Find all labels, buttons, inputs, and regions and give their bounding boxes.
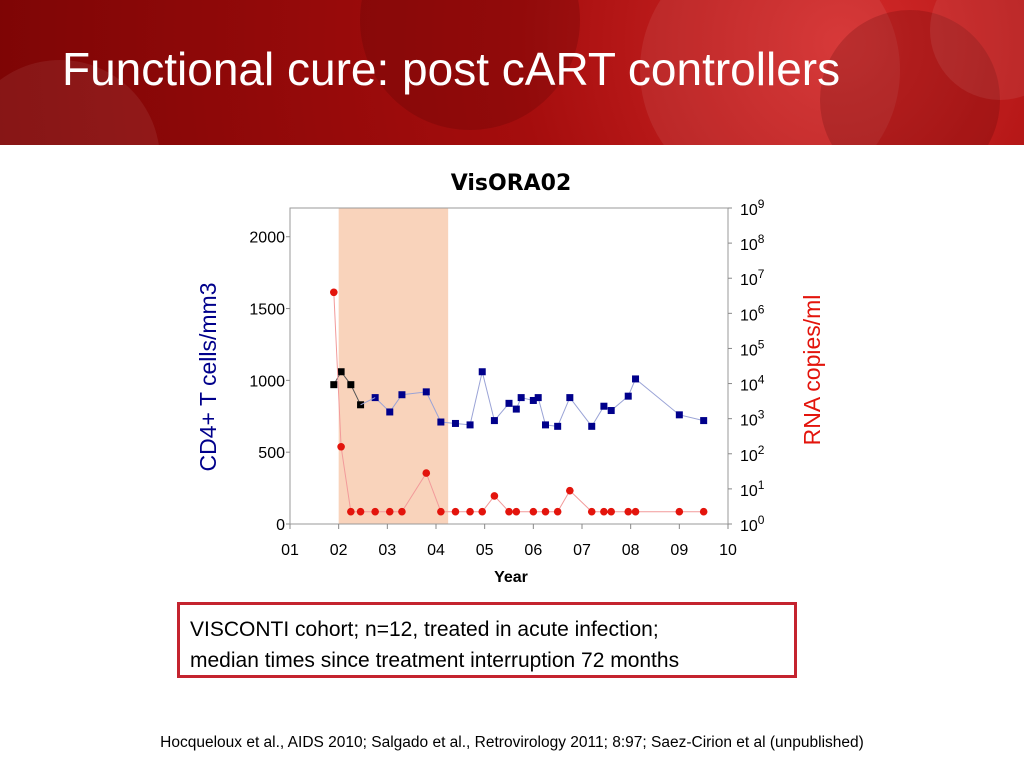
x-tick-label: 03 xyxy=(378,542,396,559)
rna-point xyxy=(553,507,562,516)
cd4_post-point xyxy=(588,422,596,430)
x-tick-label: 09 xyxy=(670,542,688,559)
rna-point xyxy=(466,507,474,516)
cd4-series-connector xyxy=(360,397,376,406)
y-left-tick-label: 0 xyxy=(276,517,285,534)
rna-point xyxy=(451,507,460,516)
cd4_post-point xyxy=(451,419,459,427)
y-right-tick-label: 100 xyxy=(740,513,765,535)
cd4_post-point xyxy=(624,392,632,400)
cd4_post-point xyxy=(505,399,513,407)
y-right-tick-label: 103 xyxy=(740,408,765,430)
y-right-tick-label: 104 xyxy=(740,373,765,395)
y-right-tick-label: 107 xyxy=(740,267,765,289)
rna-point xyxy=(478,507,487,516)
cd4_treated-point xyxy=(330,381,338,389)
cd4_post-point xyxy=(600,402,608,410)
rna-point xyxy=(566,486,574,495)
cd4_post-point xyxy=(386,408,394,416)
rna-point xyxy=(505,507,513,516)
cd4_post-point xyxy=(542,421,549,429)
visora02-chart: VisORA02 01 02 03 04 05 06 07 08 09 10 Year 0 500 1000… xyxy=(195,171,825,586)
rna-point xyxy=(490,492,499,500)
shaded-period-band xyxy=(338,208,449,524)
rna-point xyxy=(631,507,640,516)
y-left-tick-label: 1500 xyxy=(249,302,285,319)
cd4_post-point xyxy=(632,375,640,383)
cd4_treated-point xyxy=(347,381,355,389)
y-right-tick-label: 101 xyxy=(740,478,765,500)
rna-point xyxy=(337,442,345,451)
cd4_post-point xyxy=(437,418,445,426)
rna-point xyxy=(600,507,608,516)
y-left-tick-label: 2000 xyxy=(249,230,285,247)
rna-point xyxy=(398,507,406,516)
y-right-tick-label: 105 xyxy=(740,337,765,359)
rna-point xyxy=(422,469,431,477)
cd4_post-point xyxy=(490,417,498,425)
y-right-tick-label: 109 xyxy=(740,197,765,219)
chart-title: VisORA02 xyxy=(451,171,572,196)
y-left-tick-label: 1000 xyxy=(249,373,285,390)
y-left-tick-label: 500 xyxy=(258,445,285,462)
banner-decoration xyxy=(640,0,900,145)
cohort-note-line-2: median times since treatment interruptio… xyxy=(190,649,680,672)
x-tick-label: 10 xyxy=(719,542,737,559)
y-right-tick-label: 108 xyxy=(740,232,765,254)
rna-point xyxy=(512,507,521,516)
y-right-axis-label: RNA copies/ml xyxy=(799,295,825,446)
x-tick-label: 04 xyxy=(427,542,445,559)
rna-point xyxy=(385,507,394,516)
cd4_post-point xyxy=(478,368,486,376)
cd4_post-point xyxy=(700,417,708,425)
rna-point xyxy=(587,507,596,516)
x-tick-label: 08 xyxy=(622,542,640,559)
y-right-tick-label: 106 xyxy=(740,302,765,324)
cd4_post-point xyxy=(398,391,406,399)
cd4_treated-point xyxy=(337,368,345,376)
citation-text: Hocqueloux et al., AIDS 2010; Salgado et… xyxy=(160,734,864,751)
cohort-note-box: VISCONTI cohort; n=12, treated in acute … xyxy=(177,602,797,678)
rna-point xyxy=(371,507,379,516)
rna-point xyxy=(607,507,615,516)
rna-point xyxy=(541,507,550,516)
rna-point xyxy=(699,507,708,516)
x-axis-label: Year xyxy=(494,569,528,586)
cd4_post-point xyxy=(554,422,562,430)
x-tick-label: 02 xyxy=(330,542,348,559)
x-tick-label: 06 xyxy=(524,542,542,559)
rna-point xyxy=(347,507,355,516)
rna-point xyxy=(356,507,365,516)
y-right-tick-label: 102 xyxy=(740,443,765,465)
rna-point xyxy=(437,507,445,516)
banner-decoration xyxy=(820,10,1000,145)
cd4_post-point xyxy=(566,394,574,402)
plot-frame xyxy=(289,207,729,525)
y-left-axis-label: CD4+ T cells/mm3 xyxy=(195,283,221,472)
cd4_post-point xyxy=(517,394,525,402)
cd4_post-point xyxy=(466,421,474,429)
rna-point xyxy=(330,288,338,297)
cd4_post-point xyxy=(534,394,542,402)
x-tick-label: 05 xyxy=(476,542,494,559)
cd4_post-point xyxy=(675,411,683,419)
rna-point xyxy=(529,507,538,516)
cd4_post-point xyxy=(607,407,615,415)
x-tick-label: 07 xyxy=(573,542,591,559)
cd4_post-point xyxy=(422,388,430,396)
cd4_post-point xyxy=(529,396,537,404)
rna-point xyxy=(624,507,633,516)
cd4_post-point xyxy=(512,405,520,413)
rna-point xyxy=(675,507,684,516)
title-banner xyxy=(0,0,1024,145)
x-tick-label: 01 xyxy=(281,542,299,559)
cohort-note-line-1: VISCONTI cohort; n=12, treated in acute … xyxy=(190,618,659,641)
slide-title: Functional cure: post cART controllers xyxy=(62,43,841,95)
